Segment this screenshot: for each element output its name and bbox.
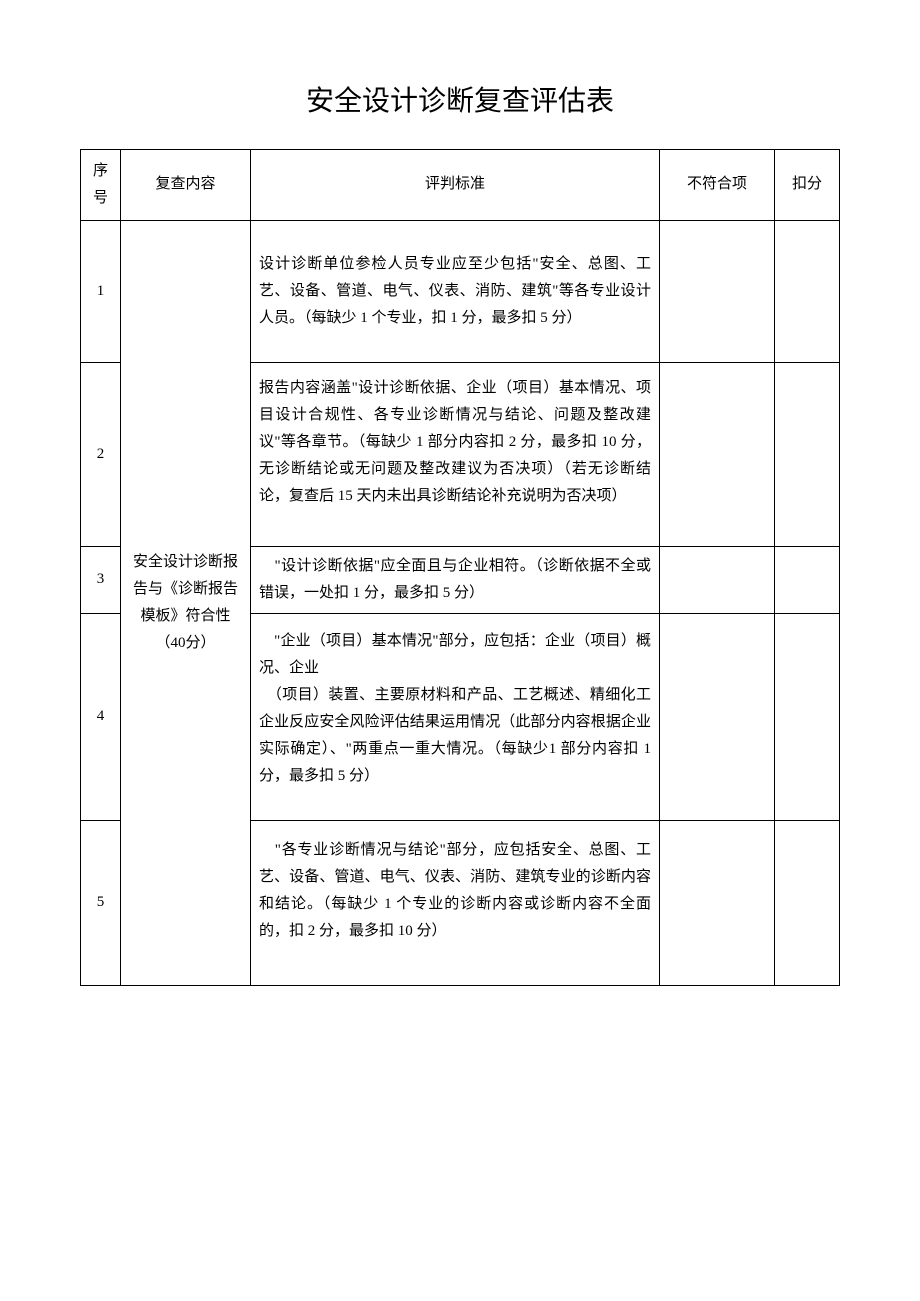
table-row: 1 安全设计诊断报告与《诊断报告模板》符合性（40分） 设计诊断单位参检人员专业… xyxy=(81,220,840,362)
cell-content: 安全设计诊断报告与《诊断报告模板》符合性（40分） xyxy=(121,220,251,985)
page-title: 安全设计诊断复查评估表 xyxy=(80,79,840,119)
header-deduct: 扣分 xyxy=(775,149,840,220)
cell-criteria: "设计诊断依据"应全面且与企业相符。（诊断依据不全或错误，一处扣 1 分，最多扣… xyxy=(251,546,660,613)
cell-deduct xyxy=(775,613,840,820)
cell-deduct xyxy=(775,546,840,613)
cell-deduct xyxy=(775,820,840,985)
cell-deduct xyxy=(775,220,840,362)
cell-deduct xyxy=(775,362,840,546)
header-content: 复查内容 xyxy=(121,149,251,220)
header-seq: 序号 xyxy=(81,149,121,220)
cell-seq: 5 xyxy=(81,820,121,985)
header-nonconform: 不符合项 xyxy=(660,149,775,220)
cell-seq: 4 xyxy=(81,613,121,820)
header-criteria: 评判标准 xyxy=(251,149,660,220)
cell-criteria: 设计诊断单位参检人员专业应至少包括"安全、总图、工艺、设备、管道、电气、仪表、消… xyxy=(251,220,660,362)
cell-criteria: "企业（项目）基本情况"部分，应包括：企业（项目）概况、企业 （项目）装置、主要… xyxy=(251,613,660,820)
cell-nonconform xyxy=(660,362,775,546)
cell-seq: 3 xyxy=(81,546,121,613)
cell-nonconform xyxy=(660,613,775,820)
cell-nonconform xyxy=(660,546,775,613)
cell-seq: 2 xyxy=(81,362,121,546)
cell-nonconform xyxy=(660,220,775,362)
evaluation-table: 序号 复查内容 评判标准 不符合项 扣分 1 安全设计诊断报告与《诊断报告模板》… xyxy=(80,149,840,986)
cell-criteria: 报告内容涵盖"设计诊断依据、企业（项目）基本情况、项目设计合规性、各专业诊断情况… xyxy=(251,362,660,546)
cell-criteria: "各专业诊断情况与结论"部分，应包括安全、总图、工艺、设备、管道、电气、仪表、消… xyxy=(251,820,660,985)
cell-seq: 1 xyxy=(81,220,121,362)
table-header-row: 序号 复查内容 评判标准 不符合项 扣分 xyxy=(81,149,840,220)
cell-nonconform xyxy=(660,820,775,985)
